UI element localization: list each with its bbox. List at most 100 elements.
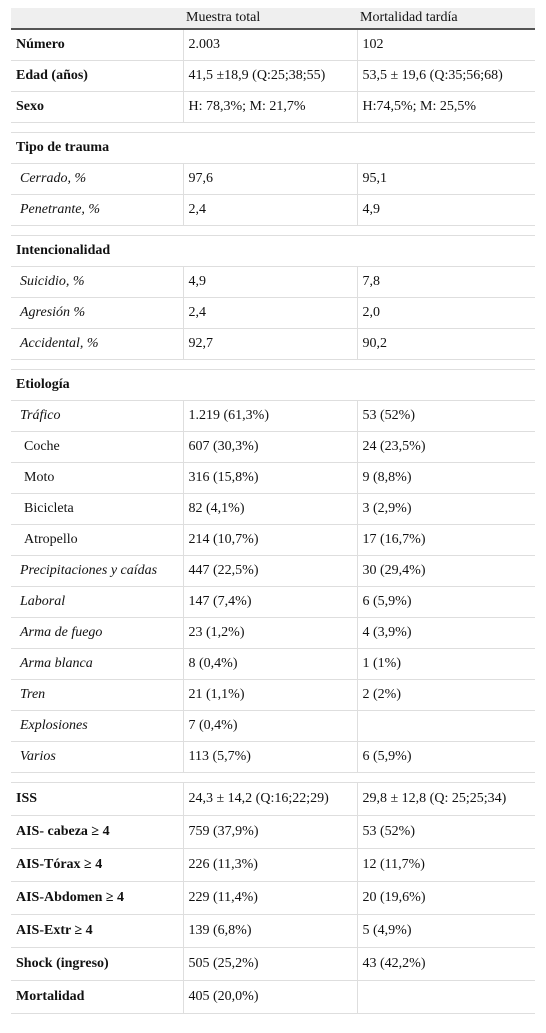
cell-tardia: 2 (2%) — [357, 679, 535, 711]
table-row: Explosiones 7 (0,4%) — [11, 710, 535, 742]
cell-total: 4,9 — [183, 266, 358, 298]
section-row: Intencionalidad — [11, 235, 535, 267]
cell-total: 23 (1,2%) — [183, 617, 358, 649]
row-label: AIS-Tórax ≥ 4 — [11, 848, 184, 882]
table-row: Suicidio, % 4,9 7,8 — [11, 266, 535, 298]
spacer-cell — [357, 772, 535, 783]
row-label: AIS-Abdomen ≥ 4 — [11, 881, 184, 915]
cell-total: 82 (4,1%) — [183, 493, 358, 525]
table-row: Sexo H: 78,3%; M: 21,7% H:74,5%; M: 25,5% — [11, 91, 535, 123]
table-row: Edad (años) 41,5 ±18,9 (Q:25;38;55) 53,5 ±… — [11, 60, 535, 92]
cell-total: H: 78,3%; M: 21,7% — [183, 91, 358, 123]
cell-total: 229 (11,4%) — [183, 881, 358, 915]
table-row: ISS 24,3 ± 14,2 (Q:16;22;29) 29,8 ± 12,8 (… — [11, 782, 535, 816]
header-row: Muestra total Mortalidad tardía — [11, 8, 535, 30]
row-label: Edad (años) — [11, 60, 184, 92]
row-label: AIS- cabeza ≥ 4 — [11, 815, 184, 849]
cell-tardia: 6 (5,9%) — [357, 741, 535, 773]
section-title: Etiología — [11, 369, 535, 401]
cell-total: 447 (22,5%) — [183, 555, 358, 587]
row-label: Moto — [11, 462, 184, 494]
spacer-cell — [183, 772, 357, 783]
cell-tardia: 53,5 ± 19,6 (Q:35;56;68) — [357, 60, 535, 92]
cell-total: 2,4 — [183, 297, 358, 329]
spacer-cell — [11, 122, 183, 133]
cell-tardia: 2,0 — [357, 297, 535, 329]
cell-total: 214 (10,7%) — [183, 524, 358, 556]
row-label: Suicidio, % — [11, 266, 184, 298]
table-row: AIS- cabeza ≥ 4 759 (37,9%) 53 (52%) — [11, 815, 535, 849]
table-row: Laboral 147 (7,4%) 6 (5,9%) — [11, 586, 535, 618]
cell-tardia: 95,1 — [357, 163, 535, 195]
row-label: Varios — [11, 741, 184, 773]
row-label: Arma de fuego — [11, 617, 184, 649]
cell-tardia: 12 (11,7%) — [357, 848, 535, 882]
cell-tardia — [357, 710, 535, 742]
cell-tardia: 29,8 ± 12,8 (Q: 25;25;34) — [357, 782, 535, 816]
cell-tardia: 53 (52%) — [357, 400, 535, 432]
spacer-row — [11, 772, 535, 783]
cell-total: 607 (30,3%) — [183, 431, 358, 463]
cell-total: 1.219 (61,3%) — [183, 400, 358, 432]
data-table: Muestra total Mortalidad tardía Número 2.… — [11, 8, 535, 1014]
row-label: Coche — [11, 431, 184, 463]
row-label: Bicicleta — [11, 493, 184, 525]
table-row: AIS-Abdomen ≥ 4 229 (11,4%) 20 (19,6%) — [11, 881, 535, 915]
spacer-cell — [11, 225, 183, 236]
table-row: Arma blanca 8 (0,4%) 1 (1%) — [11, 648, 535, 680]
table-row: Arma de fuego 23 (1,2%) 4 (3,9%) — [11, 617, 535, 649]
cell-total: 8 (0,4%) — [183, 648, 358, 680]
table-row: Agresión % 2,4 2,0 — [11, 297, 535, 329]
cell-total: 2.003 — [183, 29, 358, 61]
cell-tardia: 53 (52%) — [357, 815, 535, 849]
row-label: Atropello — [11, 524, 184, 556]
row-label: Tráfico — [11, 400, 184, 432]
cell-total: 316 (15,8%) — [183, 462, 358, 494]
cell-tardia: 3 (2,9%) — [357, 493, 535, 525]
cell-tardia: 43 (42,2%) — [357, 947, 535, 981]
row-label: Accidental, % — [11, 328, 184, 360]
row-label: Shock (ingreso) — [11, 947, 184, 981]
header-cell-tardia: Mortalidad tardía — [357, 8, 535, 30]
row-label: Agresión % — [11, 297, 184, 329]
cell-total: 21 (1,1%) — [183, 679, 358, 711]
table-row: Precipitaciones y caídas 447 (22,5%) 30 (2… — [11, 555, 535, 587]
table-row: AIS-Tórax ≥ 4 226 (11,3%) 12 (11,7%) — [11, 848, 535, 882]
cell-total: 2,4 — [183, 194, 358, 226]
cell-tardia: 17 (16,7%) — [357, 524, 535, 556]
spacer-cell — [357, 122, 535, 133]
spacer-cell — [357, 359, 535, 370]
spacer-row — [11, 122, 535, 133]
spacer-cell — [183, 359, 357, 370]
cell-tardia: 7,8 — [357, 266, 535, 298]
cell-total: 505 (25,2%) — [183, 947, 358, 981]
spacer-cell — [11, 772, 183, 783]
cell-total: 92,7 — [183, 328, 358, 360]
cell-tardia: 20 (19,6%) — [357, 881, 535, 915]
cell-total: 97,6 — [183, 163, 358, 195]
table-row: Moto 316 (15,8%) 9 (8,8%) — [11, 462, 535, 494]
row-label: Arma blanca — [11, 648, 184, 680]
cell-tardia: 9 (8,8%) — [357, 462, 535, 494]
row-label: Laboral — [11, 586, 184, 618]
row-label: Explosiones — [11, 710, 184, 742]
table-row: Tren 21 (1,1%) 2 (2%) — [11, 679, 535, 711]
table-row: Accidental, % 92,7 90,2 — [11, 328, 535, 360]
row-label: Sexo — [11, 91, 184, 123]
cell-total: 7 (0,4%) — [183, 710, 358, 742]
cell-total: 405 (20,0%) — [183, 980, 358, 1014]
cell-total: 41,5 ±18,9 (Q:25;38;55) — [183, 60, 358, 92]
spacer-cell — [183, 225, 357, 236]
cell-total: 139 (6,8%) — [183, 914, 358, 948]
header-cell-total: Muestra total — [183, 8, 357, 30]
row-label: Precipitaciones y caídas — [11, 555, 184, 587]
table-row: Número 2.003 102 — [11, 29, 535, 61]
table-row: Varios 113 (5,7%) 6 (5,9%) — [11, 741, 535, 773]
row-label: AIS-Extr ≥ 4 — [11, 914, 184, 948]
row-label: Penetrante, % — [11, 194, 184, 226]
cell-tardia: 102 — [357, 29, 535, 61]
spacer-row — [11, 225, 535, 236]
table-row: Coche 607 (30,3%) 24 (23,5%) — [11, 431, 535, 463]
table-container: Muestra total Mortalidad tardía Número 2.… — [11, 8, 535, 1014]
cell-tardia: 1 (1%) — [357, 648, 535, 680]
